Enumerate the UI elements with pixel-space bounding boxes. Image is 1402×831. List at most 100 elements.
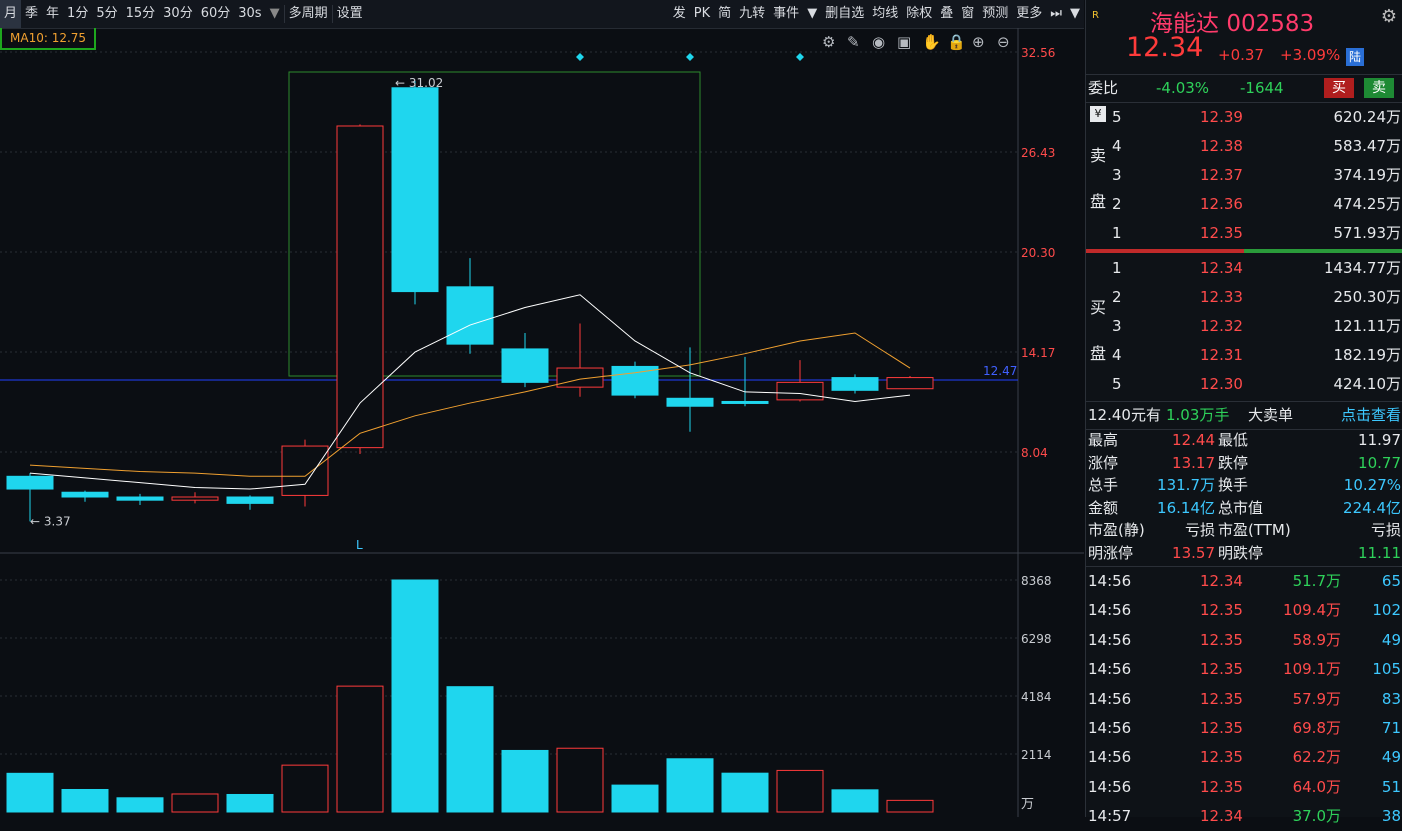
sell-order-row[interactable]: 2 12.36 474.25万 <box>1086 190 1402 219</box>
stock-name: 海能达 002583 <box>1150 4 1314 38</box>
period-tab[interactable]: 30分 <box>163 6 193 21</box>
buy-order-row[interactable]: 5 12.30 424.10万 <box>1086 370 1402 399</box>
toolbar-item[interactable]: 简 <box>718 6 732 21</box>
order-level: 2 <box>1112 288 1122 306</box>
stat-value: 13.57 <box>1172 543 1215 562</box>
tick-count: 83 <box>1381 689 1401 708</box>
toolbar-divider <box>283 5 285 23</box>
toolbar-item[interactable]: 更多 <box>1016 6 1043 21</box>
period-tab[interactable]: 年 <box>46 6 60 21</box>
market-tag[interactable]: 陆 <box>1346 48 1364 66</box>
tick-row: 14:56 12.35 69.8万 71 <box>1086 714 1402 743</box>
low-marker: ← 3.37 <box>30 514 71 528</box>
toolbar-item[interactable]: 叠 <box>940 6 954 21</box>
event-diamond-icon <box>796 53 804 61</box>
volume-tick: 8368 <box>1021 574 1052 588</box>
r-tag: R <box>1092 10 1099 21</box>
tick-amount: 109.4万 <box>1283 601 1341 620</box>
settings-button[interactable]: 设置 <box>336 6 363 21</box>
dropdown-icon[interactable]: ▼ <box>1070 6 1080 21</box>
sell-order-row[interactable]: 5 12.39 620.24万 <box>1086 103 1402 132</box>
divider <box>1086 429 1402 430</box>
buy-order-row[interactable]: 1 12.34 1434.77万 <box>1086 254 1402 283</box>
period-tab[interactable]: 60分 <box>200 6 231 21</box>
weibi-row: 委比 -4.03% -1644 买 卖 <box>1086 74 1402 103</box>
stat-key: 最高 <box>1088 431 1119 449</box>
stock-name-text: 海能达 <box>1150 11 1219 37</box>
toolbar-item[interactable]: 预测 <box>982 6 1009 21</box>
toolbar-item[interactable]: 除权 <box>906 6 933 21</box>
sell-button[interactable]: 卖 <box>1364 78 1394 98</box>
volume-bar <box>281 764 329 813</box>
stat-value: 12.44 <box>1172 431 1215 449</box>
big-order-row: 12.40元有 1.03万手 大卖单 点击查看 <box>1086 401 1402 430</box>
stat-value: 11.97 <box>1358 431 1401 449</box>
period-tab[interactable]: 季 <box>25 6 39 21</box>
candle-body <box>391 87 439 293</box>
dropdown-icon[interactable]: ▼ <box>807 6 818 21</box>
event-diamond-icon <box>576 53 584 61</box>
order-price: 12.34 <box>1200 259 1243 277</box>
ma-label: MA10: 12.75 <box>10 31 87 45</box>
chart-tool-icons: ⚙ ✎ ◉ ▣ ✋ 🔒 ⊕ ⊖ <box>822 33 1010 51</box>
toolbar-item[interactable]: 事件 <box>773 6 800 21</box>
settings-icon: ⚙ <box>822 33 835 51</box>
play-end-icon[interactable]: ⏭ <box>1050 6 1062 21</box>
tick-row: 14:56 12.35 57.9万 83 <box>1086 685 1402 714</box>
sell-side-label-1: 卖 <box>1090 146 1107 165</box>
toolbar-item[interactable]: 发 <box>672 6 686 21</box>
gear-icon[interactable]: ⚙ <box>1380 6 1397 27</box>
tick-row: 14:56 12.35 58.9万 49 <box>1086 626 1402 655</box>
stat-key: 涨停 <box>1088 453 1119 472</box>
period-tab[interactable]: 1分 <box>67 6 89 21</box>
volume-bar <box>226 793 274 813</box>
order-price: 12.39 <box>1200 108 1243 126</box>
ma-indicator[interactable]: MA10: 12.75 <box>0 28 96 50</box>
big-order-volume: 1.03万手 <box>1166 406 1230 424</box>
buy-order-row[interactable]: 3 12.32 121.11万 <box>1086 312 1402 341</box>
period-tab[interactable]: 5分 <box>96 6 118 21</box>
dropdown-icon[interactable]: ▼ <box>269 6 280 21</box>
toolbar-item[interactable]: 窗 <box>961 6 975 21</box>
view-link[interactable]: 点击查看 <box>1340 406 1401 424</box>
period-tab[interactable]: 30s <box>238 6 262 21</box>
volume-bars-group <box>6 579 934 813</box>
buy-order-row[interactable]: 4 12.31 182.19万 <box>1086 341 1402 370</box>
current-price: 12.34 <box>1126 32 1204 63</box>
volume-bar <box>446 686 494 813</box>
current-line-label: 12.47 <box>983 364 1017 378</box>
candle-body <box>336 125 384 449</box>
tick-time: 14:56 <box>1088 601 1132 620</box>
candle-body <box>501 348 549 383</box>
multi-period-button[interactable]: 多周期 <box>288 6 328 21</box>
trash-icon: ▣ <box>897 33 911 51</box>
candle-body <box>281 445 329 496</box>
ma-lines-group: ← 31.02 ← 3.37 L <box>29 53 911 552</box>
sell-order-row[interactable]: 4 12.38 583.47万 <box>1086 132 1402 161</box>
order-price: 12.35 <box>1200 224 1243 242</box>
toolbar-item[interactable]: 九转 <box>739 6 766 21</box>
period-tab[interactable]: 15分 <box>125 6 156 21</box>
candle-body <box>226 496 274 504</box>
tick-count: 105 <box>1372 660 1401 679</box>
stat-value: 亏损 <box>1184 521 1215 539</box>
tick-time: 14:56 <box>1088 572 1132 590</box>
tick-price: 12.35 <box>1200 748 1243 767</box>
lock-icon: 🔒 <box>947 33 966 51</box>
toolbar-item[interactable]: 删自选 <box>825 6 865 21</box>
period-tab[interactable]: 月 <box>0 0 22 28</box>
sell-order-row[interactable]: 3 12.37 374.19万 <box>1086 161 1402 190</box>
buy-order-row[interactable]: 2 12.33 250.30万 <box>1086 283 1402 312</box>
toolbar-item[interactable]: PK <box>693 6 711 21</box>
order-price: 12.37 <box>1200 166 1243 184</box>
order-volume: 374.19万 <box>1333 166 1402 184</box>
sell-order-row[interactable]: 1 12.35 571.93万 <box>1086 219 1402 248</box>
stat-value: 11.11 <box>1358 543 1401 562</box>
buy-button[interactable]: 买 <box>1324 78 1354 98</box>
tick-time: 14:56 <box>1088 630 1132 649</box>
hand-icon: ✋ <box>922 33 941 51</box>
stat-row: 明涨停 13.57 明跌停 11.11 <box>1086 542 1402 564</box>
kline-chart[interactable]: ← 31.02 ← 3.37 L 32.56 26.43 20.30 14.17 8.04 1… <box>0 0 1084 817</box>
toolbar-item[interactable]: 均线 <box>872 6 899 21</box>
stat-row: 金额 16.14亿 总市值 224.4亿 <box>1086 497 1402 519</box>
